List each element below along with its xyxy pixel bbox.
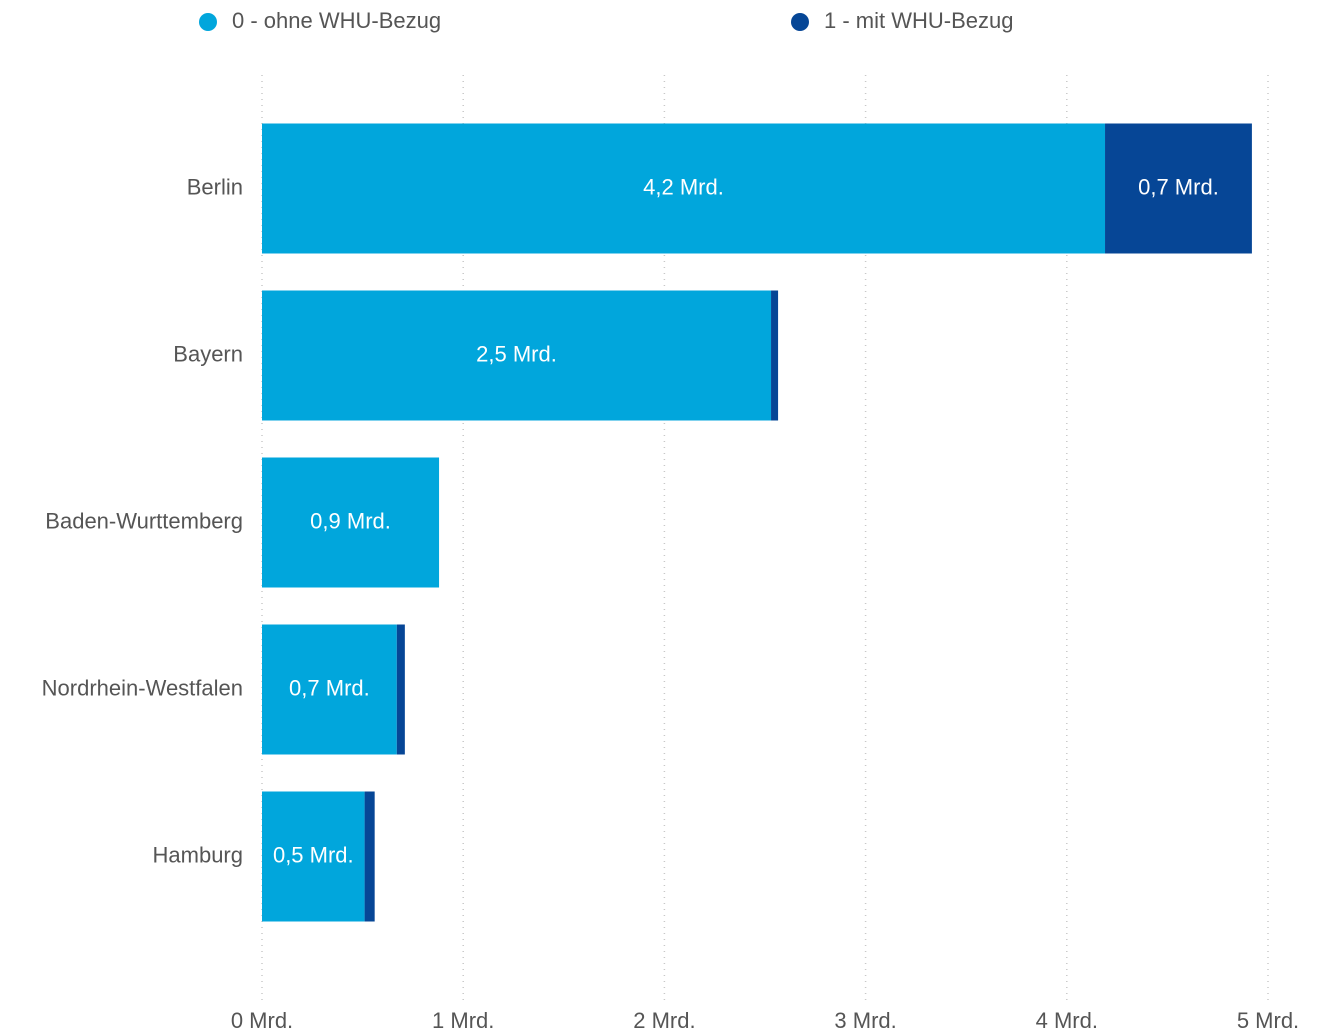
y-tick-label: Baden-Wurttemberg: [45, 508, 243, 533]
bar-segment: [396, 624, 405, 755]
y-tick-label: Hamburg: [153, 842, 243, 867]
bar-segment: [771, 290, 779, 421]
x-tick-label: 2 Mrd.: [633, 1008, 695, 1033]
bar-segment: [262, 457, 440, 588]
bar-segment: [262, 290, 772, 421]
x-tick-label: 1 Mrd.: [432, 1008, 494, 1033]
bar-segment: [1105, 123, 1252, 254]
data-label: 0,7 Mrd.: [1138, 174, 1219, 199]
y-tick-label: Nordrhein-Westfalen: [42, 675, 243, 700]
x-tick-label: 3 Mrd.: [834, 1008, 896, 1033]
x-tick-label: 0 Mrd.: [231, 1008, 293, 1033]
legend-marker: [791, 13, 809, 31]
data-label: 0,5 Mrd.: [273, 842, 354, 867]
y-tick-label: Berlin: [187, 174, 243, 199]
bar-segment: [262, 624, 397, 755]
data-label: 2,5 Mrd.: [476, 341, 557, 366]
legend-label: 0 - ohne WHU-Bezug: [232, 8, 441, 33]
legend-marker: [199, 13, 217, 31]
legend-label: 1 - mit WHU-Bezug: [824, 8, 1013, 33]
x-tick-label: 4 Mrd.: [1036, 1008, 1098, 1033]
y-tick-label: Bayern: [173, 341, 243, 366]
bar-segment: [364, 791, 375, 922]
x-tick-label: 5 Mrd.: [1237, 1008, 1299, 1033]
bar-segment: [262, 123, 1106, 254]
data-label: 4,2 Mrd.: [643, 174, 724, 199]
data-label: 0,7 Mrd.: [289, 675, 370, 700]
data-label: 0,9 Mrd.: [310, 508, 391, 533]
bar-segment: [262, 791, 365, 922]
